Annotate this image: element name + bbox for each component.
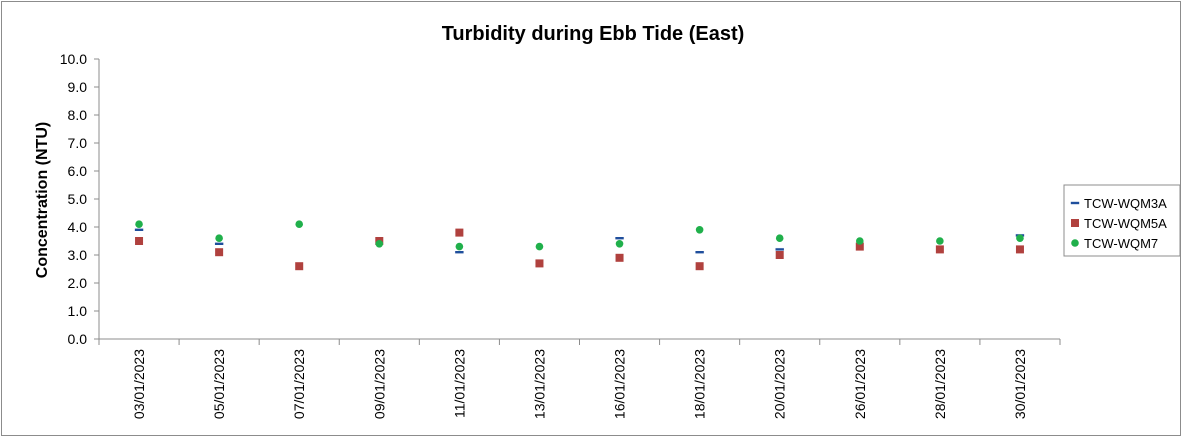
x-tick-label: 26/01/2023 — [852, 349, 868, 419]
data-point — [295, 220, 304, 228]
x-tick-label: 18/01/2023 — [692, 349, 708, 419]
x-axis-ticks: 03/01/2023 05/01/2023 07/01/2023 09/01/2023… — [98, 339, 1061, 419]
legend: TCW-WQM3A TCW-WQM5A TCW-WQM7 — [1063, 184, 1181, 257]
x-tick-label: 03/01/2023 — [131, 349, 147, 419]
data-point — [215, 234, 223, 242]
data-point — [855, 237, 864, 245]
y-tick-label: 6.0 — [68, 163, 88, 179]
data-point — [455, 242, 464, 251]
series-tcw-wqm5a — [135, 228, 1024, 271]
data-point — [936, 237, 944, 245]
data-point — [535, 242, 544, 251]
data-point — [775, 234, 784, 242]
data-point — [134, 228, 144, 232]
y-tick-label: 2.0 — [68, 275, 88, 291]
data-points — [134, 220, 1025, 271]
y-tick-label: 0.0 — [68, 331, 88, 347]
legend-marker — [1071, 219, 1079, 227]
data-point — [935, 245, 944, 254]
data-point — [855, 242, 864, 251]
legend-label: TCW-WQM3A — [1084, 196, 1167, 211]
x-tick-label: 09/01/2023 — [371, 349, 387, 419]
y-tick-label: 3.0 — [68, 247, 88, 263]
data-point — [1016, 234, 1024, 242]
legend-box — [1063, 184, 1181, 257]
data-point — [375, 240, 384, 248]
x-tick-label: 07/01/2023 — [291, 349, 307, 419]
data-point — [695, 262, 704, 271]
data-point — [535, 259, 544, 268]
data-point — [214, 242, 224, 246]
data-point — [135, 220, 143, 228]
y-tick-label: 7.0 — [68, 135, 88, 151]
y-tick-label: 4.0 — [68, 219, 88, 235]
data-point — [614, 236, 625, 240]
data-point — [135, 237, 144, 245]
data-point — [615, 240, 624, 248]
x-tick-label: 16/01/2023 — [612, 349, 628, 419]
x-tick-label: 05/01/2023 — [211, 349, 227, 419]
data-point — [295, 262, 304, 271]
legend-item: TCW-WQM3A — [1070, 196, 1167, 211]
data-point — [1015, 245, 1024, 254]
x-tick-label: 20/01/2023 — [772, 349, 788, 419]
y-axis-ticks: 0.0 1.0 2.0 3.0 4.0 5.0 6.0 7.0 8.0 9.0 10.0 — [60, 51, 99, 347]
x-tick-label: 28/01/2023 — [932, 349, 948, 419]
legend-item: TCW-WQM5A — [1071, 216, 1167, 231]
series-tcw-wqm7 — [135, 220, 1024, 251]
data-point — [215, 248, 224, 257]
x-tick-label: 11/01/2023 — [451, 349, 467, 418]
legend-marker — [1070, 201, 1080, 205]
data-point — [615, 253, 624, 262]
data-point — [694, 250, 705, 254]
legend-item: TCW-WQM7 — [1071, 236, 1158, 251]
data-point — [454, 250, 465, 254]
x-tick-label: 30/01/2023 — [1012, 349, 1028, 419]
data-point — [695, 226, 704, 234]
y-axis-label: Concentration (NTU) — [34, 122, 51, 278]
y-tick-label: 10.0 — [60, 51, 87, 67]
data-point — [774, 247, 785, 252]
x-tick-label: 13/01/2023 — [531, 349, 547, 419]
y-tick-label: 8.0 — [68, 107, 88, 123]
series-tcw-wqm3a — [134, 228, 1025, 254]
axes — [98, 59, 1060, 340]
data-point — [775, 251, 784, 259]
legend-label: TCW-WQM7 — [1084, 236, 1158, 251]
y-tick-label: 9.0 — [68, 79, 88, 95]
data-point — [455, 228, 464, 237]
legend-label: TCW-WQM5A — [1084, 216, 1167, 231]
chart-title: Turbidity during Ebb Tide (East) — [442, 23, 745, 45]
y-tick-label: 5.0 — [68, 191, 88, 207]
y-tick-label: 1.0 — [68, 303, 88, 319]
legend-marker — [1071, 239, 1079, 247]
